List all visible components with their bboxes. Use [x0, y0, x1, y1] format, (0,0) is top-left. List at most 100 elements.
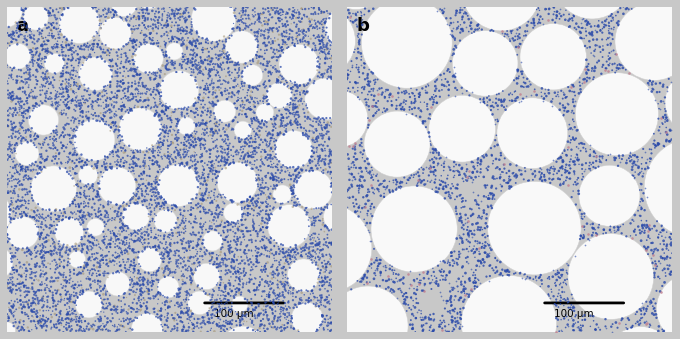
Point	[112, 135, 123, 140]
Point	[562, 261, 573, 266]
Point	[364, 220, 375, 226]
Point	[18, 135, 29, 140]
Point	[204, 89, 215, 94]
Point	[567, 117, 578, 123]
Point	[636, 206, 647, 211]
Point	[361, 102, 372, 108]
Point	[137, 172, 148, 178]
Point	[394, 180, 405, 186]
Point	[99, 282, 110, 288]
Point	[605, 61, 615, 66]
Point	[7, 128, 18, 133]
Point	[196, 102, 207, 107]
Point	[65, 248, 75, 254]
Point	[499, 97, 510, 102]
Point	[560, 298, 571, 303]
Point	[103, 199, 114, 204]
Point	[434, 177, 445, 183]
Point	[2, 239, 13, 244]
Point	[50, 70, 61, 76]
Point	[173, 257, 184, 263]
Point	[33, 299, 44, 304]
Point	[610, 52, 621, 57]
Point	[245, 62, 256, 67]
Point	[320, 204, 330, 210]
Point	[45, 81, 56, 86]
Point	[288, 112, 299, 117]
Point	[367, 104, 378, 109]
Point	[79, 193, 90, 198]
Point	[134, 228, 145, 234]
Point	[32, 171, 43, 177]
Point	[171, 291, 182, 296]
Point	[410, 329, 421, 335]
Point	[206, 56, 217, 61]
Point	[451, 204, 462, 209]
Point	[163, 105, 173, 111]
Point	[267, 263, 278, 269]
Point	[296, 298, 307, 303]
Point	[245, 195, 256, 200]
Point	[275, 170, 286, 176]
Circle shape	[461, 276, 556, 339]
Point	[255, 208, 266, 214]
Point	[317, 72, 328, 77]
Point	[447, 35, 458, 40]
Point	[152, 88, 163, 94]
Point	[87, 35, 98, 40]
Point	[263, 318, 274, 323]
Point	[160, 307, 171, 313]
Point	[36, 31, 47, 36]
Point	[468, 273, 479, 278]
Point	[43, 86, 54, 91]
Point	[128, 51, 139, 57]
Point	[69, 49, 80, 55]
Point	[555, 165, 566, 170]
Point	[101, 210, 112, 216]
Point	[304, 215, 315, 220]
Point	[318, 116, 328, 121]
Point	[68, 83, 79, 88]
Point	[256, 192, 267, 197]
Point	[579, 317, 590, 322]
Point	[37, 139, 48, 144]
Point	[505, 162, 515, 167]
Point	[81, 44, 92, 49]
Point	[223, 305, 234, 310]
Point	[197, 247, 207, 253]
Point	[143, 24, 154, 29]
Point	[387, 93, 398, 98]
Point	[61, 70, 71, 75]
Point	[244, 22, 255, 28]
Point	[279, 284, 290, 289]
Point	[213, 41, 224, 46]
Point	[320, 60, 330, 66]
Point	[73, 86, 84, 92]
Point	[129, 153, 139, 159]
Point	[659, 234, 670, 239]
Point	[262, 273, 273, 279]
Point	[546, 287, 557, 292]
Point	[314, 61, 325, 67]
Point	[11, 183, 22, 189]
Point	[128, 150, 139, 155]
Point	[573, 24, 583, 29]
Circle shape	[520, 23, 586, 90]
Point	[50, 259, 61, 265]
Point	[320, 275, 330, 281]
Point	[131, 238, 141, 243]
Point	[431, 100, 442, 105]
Point	[271, 26, 282, 31]
Point	[63, 43, 74, 48]
Point	[264, 59, 275, 64]
Point	[487, 265, 498, 271]
Point	[573, 191, 584, 197]
Point	[63, 155, 74, 160]
Point	[251, 259, 262, 265]
Point	[21, 187, 32, 192]
Point	[201, 87, 211, 93]
Point	[190, 62, 201, 67]
Point	[8, 93, 19, 98]
Point	[118, 51, 129, 56]
Point	[118, 259, 129, 265]
